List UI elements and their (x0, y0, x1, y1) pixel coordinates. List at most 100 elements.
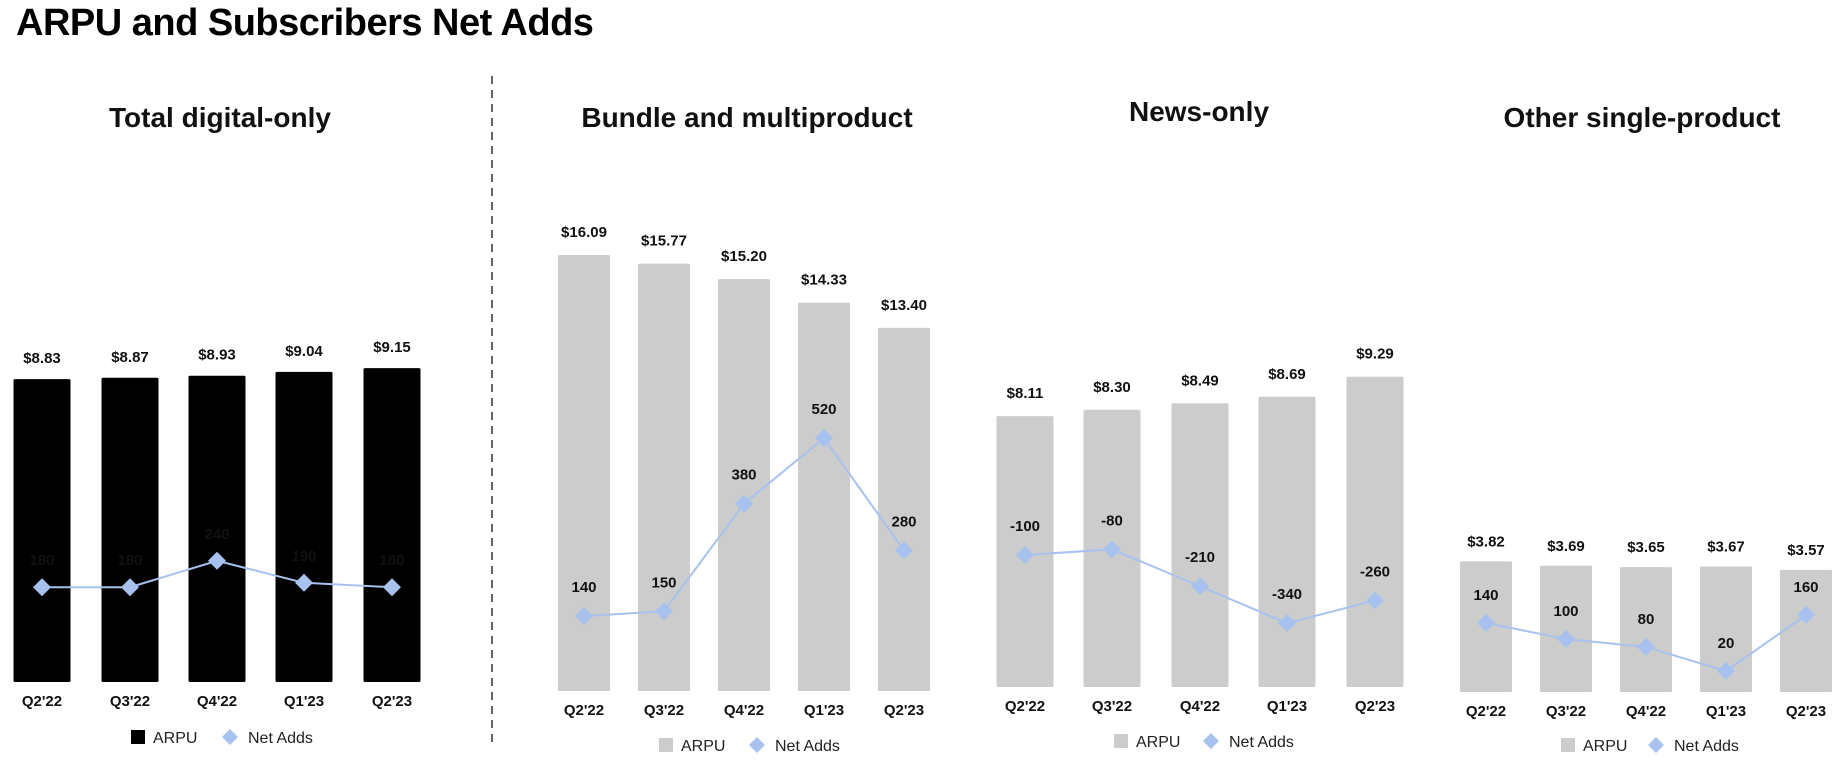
x-tick-label: Q1'23 (1267, 698, 1307, 715)
arpu-data-label: $9.15 (373, 339, 411, 356)
arpu-bar (275, 371, 333, 682)
arpu-bar (638, 263, 690, 691)
x-tick-label: Q3'22 (644, 702, 684, 719)
arpu-data-label: $8.87 (111, 349, 149, 366)
net-adds-data-label: 190 (291, 548, 316, 565)
net-adds-data-label: -100 (1010, 518, 1040, 535)
arpu-bar (718, 279, 770, 691)
net-adds-data-label: 80 (1638, 611, 1655, 628)
legend-net-adds-label: Net Adds (1229, 734, 1294, 751)
net-adds-marker (295, 573, 313, 592)
legend: ARPU Net Adds (131, 729, 313, 747)
arpu-data-label: $14.33 (801, 272, 847, 289)
arpu-data-label: $3.82 (1467, 533, 1505, 550)
net-adds-data-label: 160 (1793, 579, 1818, 596)
arpu-data-label: $9.29 (1356, 346, 1394, 363)
net-adds-data-label: -210 (1185, 549, 1215, 566)
x-tick-label: Q2'23 (884, 702, 924, 719)
net-adds-marker (735, 494, 753, 513)
net-adds-marker (1278, 614, 1296, 633)
legend-arpu-label: ARPU (1136, 734, 1180, 751)
legend-arpu-label: ARPU (1583, 738, 1627, 755)
net-adds-data-label: 180 (117, 552, 142, 569)
arpu-bar (1780, 569, 1832, 692)
x-tick-label: Q2'22 (564, 702, 604, 719)
arpu-data-label: $8.93 (198, 347, 236, 364)
arpu-bar (13, 379, 71, 682)
arpu-bar (101, 377, 159, 682)
net-adds-marker (1191, 577, 1209, 596)
net-adds-marker (121, 578, 139, 597)
arpu-data-label: $8.11 (1007, 385, 1044, 402)
x-tick-label: Q1'23 (284, 693, 324, 710)
net-adds-data-label: 380 (731, 467, 756, 484)
net-adds-marker (1016, 546, 1034, 564)
x-tick-label: Q1'23 (804, 702, 844, 719)
legend-net-adds-label: Net Adds (248, 730, 313, 747)
arpu-bar (798, 302, 850, 691)
arpu-data-label: $13.40 (881, 297, 927, 314)
legend-net-adds-swatch (1203, 733, 1219, 749)
net-adds-marker (1557, 630, 1575, 648)
chart-panel-3: News-only $8.11 $8.30 $8.49 $8.69 $9.29 -100 -8… (996, 96, 1404, 751)
net-adds-marker (383, 578, 401, 597)
arpu-data-label: $15.20 (721, 248, 767, 265)
legend-arpu-swatch (659, 738, 673, 752)
net-adds-data-label: 150 (651, 574, 676, 591)
arpu-data-label: $3.65 (1627, 539, 1665, 556)
chart-title: News-only (1129, 96, 1269, 127)
x-tick-label: Q4'22 (724, 702, 764, 719)
x-tick-label: Q2'23 (372, 693, 412, 710)
arpu-bar (1346, 376, 1404, 687)
net-adds-marker (655, 602, 673, 621)
arpu-data-label: $3.57 (1787, 542, 1825, 559)
net-adds-marker (1717, 662, 1735, 680)
page-title: ARPU and Subscribers Net Adds (16, 2, 594, 44)
legend-net-adds-swatch (222, 729, 238, 745)
x-tick-label: Q4'22 (197, 693, 237, 710)
chart-panel-4: Other single-product $3.82 $3.69 $3.65 $3.67… (1460, 102, 1832, 755)
chart-title: Other single-product (1504, 102, 1781, 133)
chart-panel-1: Total digital-only $8.83 $8.87 $8.93 $9.04 $9… (13, 102, 421, 747)
arpu-data-label: $8.83 (23, 350, 61, 367)
x-tick-label: Q1'23 (1706, 703, 1746, 720)
arpu-data-label: $3.69 (1547, 538, 1585, 555)
x-tick-label: Q3'22 (110, 693, 150, 710)
arpu-bar (558, 254, 610, 691)
net-adds-data-label: 280 (891, 513, 916, 530)
net-adds-marker (1797, 606, 1815, 624)
net-adds-data-label: 20 (1718, 635, 1735, 652)
net-adds-data-label: 140 (571, 579, 596, 596)
legend-arpu-swatch (131, 730, 145, 744)
net-adds-marker (1477, 614, 1495, 632)
net-adds-data-label: 520 (811, 401, 836, 418)
net-adds-marker (1637, 638, 1655, 656)
arpu-data-label: $8.49 (1181, 372, 1219, 389)
arpu-data-label: $3.67 (1707, 538, 1745, 555)
arpu-bar (1258, 396, 1316, 687)
x-tick-label: Q2'22 (1005, 698, 1045, 715)
legend-arpu-swatch (1114, 734, 1128, 748)
net-adds-data-label: 180 (379, 552, 404, 569)
arpu-bar (1620, 567, 1672, 692)
x-tick-label: Q2'23 (1355, 698, 1395, 715)
arpu-bar (878, 327, 930, 691)
arpu-data-label: $8.69 (1268, 366, 1306, 383)
x-tick-label: Q2'22 (22, 693, 62, 710)
net-adds-data-label: 100 (1553, 603, 1578, 620)
arpu-bar (1540, 565, 1592, 692)
legend-net-adds-swatch (749, 737, 765, 753)
x-tick-label: Q2'22 (1466, 703, 1506, 720)
net-adds-data-label: -260 (1360, 563, 1390, 580)
x-tick-label: Q3'22 (1546, 703, 1586, 720)
arpu-data-label: $16.09 (561, 224, 607, 241)
x-tick-label: Q3'22 (1092, 698, 1132, 715)
arpu-bar (188, 375, 246, 682)
net-adds-data-label: 180 (29, 552, 54, 569)
net-adds-data-label: 240 (204, 526, 229, 543)
net-adds-data-label: -340 (1272, 586, 1302, 603)
net-adds-marker (1103, 540, 1121, 559)
x-tick-label: Q4'22 (1626, 703, 1666, 720)
net-adds-marker (815, 429, 833, 448)
arpu-bar (1700, 566, 1752, 692)
